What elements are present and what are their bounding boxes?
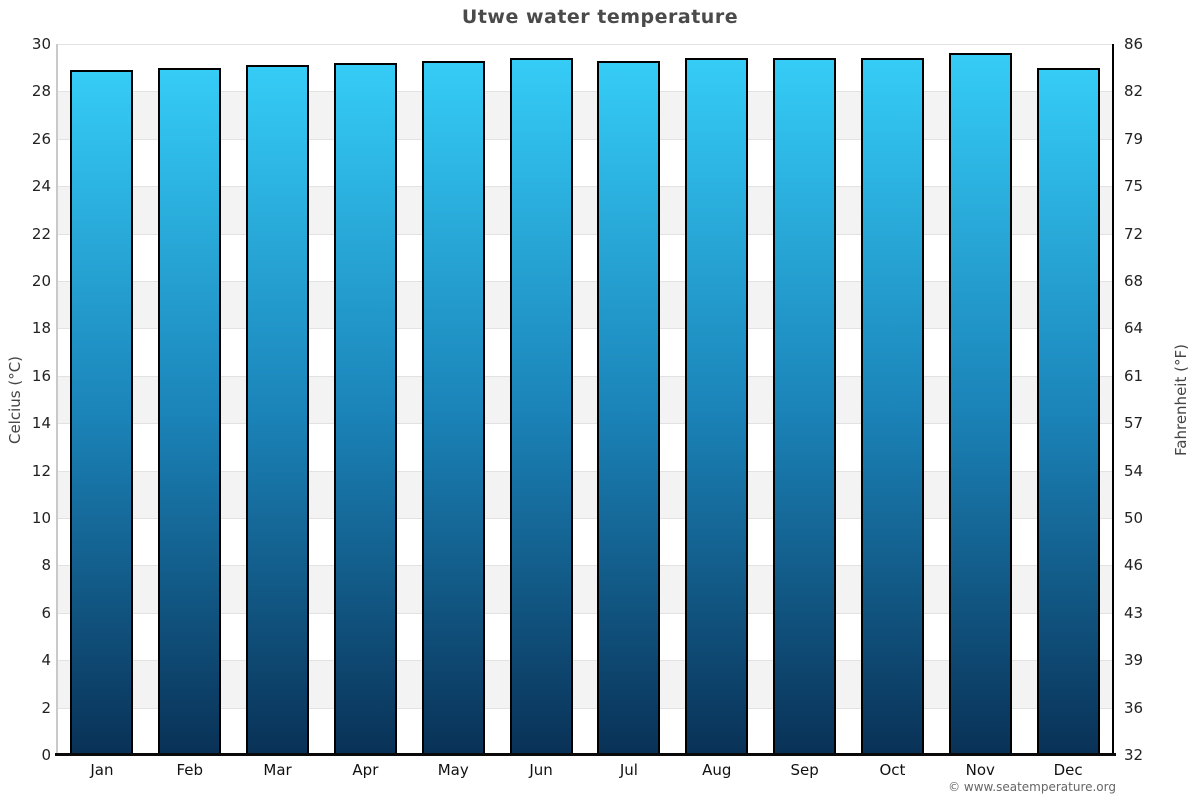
- fahrenheit-tick-50: 50: [1124, 509, 1144, 527]
- bar-may: [421, 60, 485, 755]
- fahrenheit-tick-86: 86: [1124, 35, 1144, 53]
- celsius-tick-24: 24: [31, 177, 51, 196]
- bar-jul: [597, 60, 661, 755]
- celsius-tick-12: 12: [31, 461, 51, 480]
- celsius-tick-20: 20: [31, 272, 51, 290]
- grid-stripe: [58, 423, 1112, 471]
- grid-stripe: [58, 470, 1112, 518]
- left-axis-line: [56, 44, 58, 755]
- fahrenheit-tick-68: 68: [1124, 272, 1144, 290]
- fahrenheit-tick-79: 79: [1124, 129, 1144, 148]
- plot-area: [58, 44, 1112, 755]
- bar-feb: [158, 67, 222, 755]
- celsius-tick-6: 6: [41, 603, 51, 622]
- grid-stripe: [58, 565, 1112, 613]
- grid-stripe: [58, 707, 1112, 755]
- month-tick-jul: Jul: [619, 761, 638, 779]
- month-tick-feb: Feb: [176, 761, 204, 779]
- grid-stripe: [58, 375, 1112, 424]
- celsius-tick-18: 18: [31, 319, 51, 338]
- month-tick-aug: Aug: [702, 761, 732, 779]
- grid-stripe: [58, 612, 1112, 661]
- fahrenheit-tick-46: 46: [1124, 556, 1144, 575]
- fahrenheit-tick-82: 82: [1124, 82, 1144, 101]
- celsius-tick-28: 28: [31, 82, 51, 101]
- fahrenheit-tick-72: 72: [1124, 224, 1144, 243]
- chart-title: Utwe water temperature: [461, 6, 739, 28]
- grid-stripe: [58, 44, 1112, 92]
- celsius-tick-0: 0: [41, 746, 51, 764]
- right-axis-line: [1112, 44, 1114, 755]
- celsius-tick-2: 2: [41, 698, 51, 717]
- celsius-axis-title: Celcius (°C): [6, 355, 24, 445]
- bar-jun: [509, 58, 573, 755]
- fahrenheit-tick-54: 54: [1124, 461, 1144, 480]
- celsius-tick-22: 22: [31, 224, 51, 243]
- fahrenheit-tick-39: 39: [1124, 651, 1144, 670]
- grid-stripe: [58, 138, 1112, 187]
- month-tick-apr: Apr: [352, 761, 379, 779]
- grid-stripe: [58, 518, 1112, 566]
- fahrenheit-tick-61: 61: [1124, 366, 1144, 385]
- grid-stripe: [58, 91, 1112, 139]
- month-tick-sep: Sep: [790, 761, 819, 779]
- bar-dec: [1036, 67, 1100, 755]
- month-tick-jan: Jan: [90, 761, 114, 779]
- month-tick-mar: Mar: [263, 761, 292, 779]
- celsius-tick-30: 30: [31, 35, 51, 53]
- month-tick-dec: Dec: [1053, 761, 1083, 779]
- grid-stripe: [58, 233, 1112, 281]
- fahrenheit-tick-57: 57: [1124, 414, 1144, 433]
- month-tick-jun: Jun: [529, 761, 553, 779]
- bar-sep: [773, 58, 837, 755]
- celsius-tick-8: 8: [41, 556, 51, 575]
- bar-oct: [860, 58, 924, 755]
- fahrenheit-tick-32: 32: [1124, 746, 1144, 764]
- grid-stripe: [58, 281, 1112, 329]
- celsius-tick-26: 26: [31, 129, 51, 148]
- month-tick-may: May: [437, 761, 469, 779]
- bar-mar: [246, 65, 310, 755]
- fahrenheit-tick-75: 75: [1124, 177, 1144, 196]
- celsius-tick-4: 4: [41, 651, 51, 670]
- grid-stripe: [58, 328, 1112, 376]
- copyright-attribution: © www.seatemperature.org: [948, 780, 1116, 794]
- bar-nov: [948, 53, 1012, 755]
- fahrenheit-axis-title: Fahrenheit (°F): [1172, 344, 1190, 456]
- bar-jan: [70, 70, 134, 755]
- bar-apr: [333, 62, 397, 755]
- fahrenheit-tick-36: 36: [1124, 698, 1144, 717]
- celsius-tick-16: 16: [31, 366, 51, 385]
- month-tick-oct: Oct: [879, 761, 906, 779]
- grid-stripe: [58, 660, 1112, 708]
- x-axis-baseline: [55, 753, 1116, 756]
- fahrenheit-tick-64: 64: [1124, 319, 1144, 338]
- bar-aug: [685, 58, 749, 755]
- celsius-tick-10: 10: [31, 509, 51, 527]
- celsius-tick-14: 14: [31, 414, 51, 433]
- fahrenheit-tick-43: 43: [1124, 603, 1144, 622]
- grid-stripe: [58, 186, 1112, 234]
- month-tick-nov: Nov: [965, 761, 995, 779]
